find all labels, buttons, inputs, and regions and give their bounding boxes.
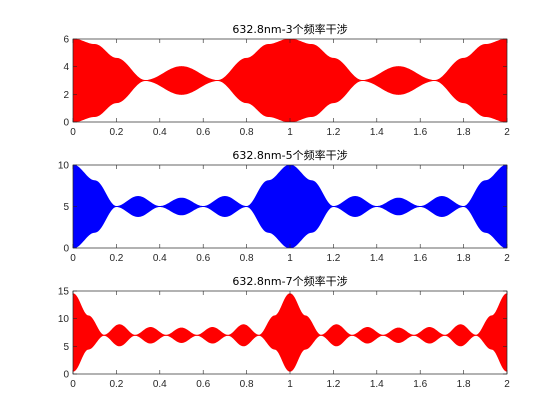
x-tick-label: 1 bbox=[287, 127, 293, 138]
x-tick-label: 2 bbox=[504, 379, 510, 390]
x-tick-label: 0 bbox=[70, 253, 76, 264]
x-tick-label: 0.6 bbox=[196, 127, 210, 138]
y-tick-label: 0 bbox=[63, 370, 69, 381]
y-tick-label: 15 bbox=[58, 287, 70, 298]
x-tick-label: 0.4 bbox=[153, 379, 167, 390]
x-tick-label: 0.2 bbox=[109, 379, 123, 390]
x-tick-label: 0 bbox=[70, 379, 76, 390]
x-tick-label: 1.6 bbox=[413, 127, 427, 138]
x-tick-label: 1.2 bbox=[326, 379, 340, 390]
x-tick-label: 0.4 bbox=[153, 127, 167, 138]
x-tick-label: 0.2 bbox=[109, 127, 123, 138]
subplot-title-2: 632.8nm-5个频率干涉 bbox=[232, 148, 347, 162]
x-tick-label: 1.6 bbox=[413, 379, 427, 390]
interference-band-2 bbox=[73, 165, 507, 248]
x-tick-label: 0.6 bbox=[196, 253, 210, 264]
x-tick-label: 1 bbox=[287, 253, 293, 264]
interference-band-1 bbox=[73, 39, 507, 122]
y-tick-label: 4 bbox=[63, 62, 69, 73]
x-tick-label: 0.8 bbox=[240, 379, 254, 390]
x-tick-label: 1 bbox=[287, 379, 293, 390]
y-tick-label: 0 bbox=[63, 118, 69, 129]
x-tick-label: 1.8 bbox=[457, 253, 471, 264]
x-tick-label: 1.4 bbox=[370, 379, 384, 390]
x-tick-label: 0.2 bbox=[109, 253, 123, 264]
subplot-3: 0 0.2 0.4 0.6 0.8 1 1.2 1.4 1.6 1.8 2 0 5 10 15 632.8nm… bbox=[58, 274, 510, 390]
x-tick-label: 1.4 bbox=[370, 127, 384, 138]
subplot-title-3: 632.8nm-7个频率干涉 bbox=[232, 274, 347, 288]
x-tick-label: 0.8 bbox=[240, 253, 254, 264]
x-tick-label: 0.8 bbox=[240, 127, 254, 138]
x-tick-label: 1.8 bbox=[457, 379, 471, 390]
subplot-2: 0 0.2 0.4 0.6 0.8 1 1.2 1.4 1.6 1.8 2 0 5 10 632.8nm-5… bbox=[58, 148, 510, 264]
y-tick-label: 10 bbox=[58, 314, 70, 325]
x-tick-label: 2 bbox=[504, 127, 510, 138]
subplot-title-1: 632.8nm-3个频率干涉 bbox=[232, 22, 347, 36]
x-tick-label: 1.8 bbox=[457, 127, 471, 138]
y-tick-label: 0 bbox=[63, 244, 69, 255]
subplot-1: 0 0.2 0.4 0.6 0.8 1 1.2 1.4 1.6 1.8 2 0 2 4 6 632.8nm-3… bbox=[63, 22, 510, 138]
x-tick-label: 0 bbox=[70, 127, 76, 138]
x-tick-label: 1.4 bbox=[370, 253, 384, 264]
y-tick-label: 6 bbox=[63, 35, 69, 46]
x-tick-label: 0.4 bbox=[153, 253, 167, 264]
y-tick-label: 5 bbox=[63, 342, 69, 353]
y-tick-label: 5 bbox=[63, 202, 69, 213]
x-tick-label: 1.2 bbox=[326, 253, 340, 264]
interference-band-3 bbox=[73, 293, 507, 372]
x-tick-label: 2 bbox=[504, 253, 510, 264]
y-tick-label: 2 bbox=[63, 90, 69, 101]
y-tick-label: 10 bbox=[58, 161, 70, 172]
x-tick-label: 0.6 bbox=[196, 379, 210, 390]
x-tick-label: 1.2 bbox=[326, 127, 340, 138]
x-tick-label: 1.6 bbox=[413, 253, 427, 264]
subplots: 0 0.2 0.4 0.6 0.8 1 1.2 1.4 1.6 1.8 2 0 2 4 6 632.8nm-3… bbox=[58, 22, 510, 390]
